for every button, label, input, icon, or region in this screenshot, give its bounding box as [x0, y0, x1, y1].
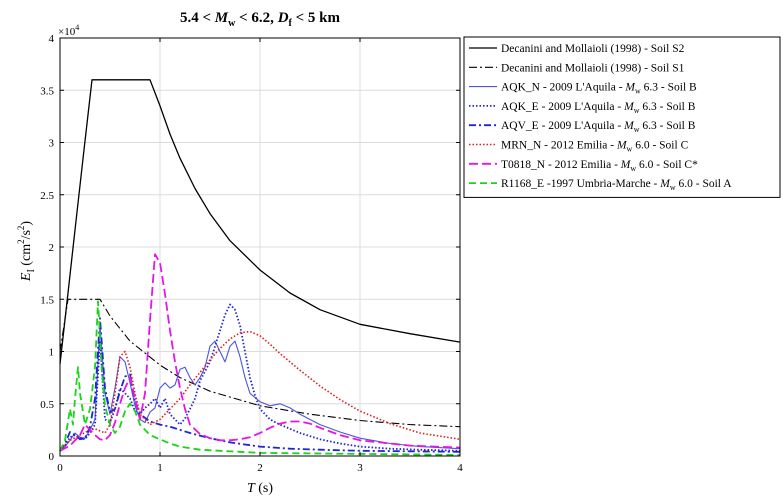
legend-label: Decanini and Mollaioli (1998) - Soil S2 [501, 43, 685, 55]
y-tick-label: 0.5 [40, 399, 54, 411]
legend-label: AQV_E - 2009 L'Aquila - Mw 6.3 - Soil B [501, 120, 696, 134]
legend: Decanini and Mollaioli (1998) - Soil S2 D… [463, 36, 781, 198]
y-tick-label: 3 [49, 138, 55, 150]
grid [60, 38, 460, 456]
y-tick-label: 2.5 [40, 190, 54, 202]
legend-label: MRN_N - 2012 Emilia - Mw 6.0 - Soil C [501, 140, 689, 154]
x-axis-label: T (s) [247, 481, 273, 496]
series-line-7 [59, 253, 461, 452]
x-tick-label: 0 [57, 462, 63, 474]
y-tick-label: 4 [49, 33, 55, 45]
ticks: 0 1 2 3 4 0 0.5 1 1.5 2 2.5 3 3.5 4 [40, 33, 463, 474]
legend-label: R1168_E -1997 Umbria-Marche - Mw 6.0 - S… [501, 178, 732, 192]
x-tick-label: 1 [157, 462, 163, 474]
legend-box [463, 36, 781, 198]
series-line-2 [59, 298, 461, 428]
legend-label: AQK_N - 2009 L'Aquila - Mw 6.3 - Soil B [501, 82, 697, 96]
series-line-1 [59, 79, 461, 365]
y-axis-exponent: ×104 [58, 23, 79, 38]
y-tick-label: 2 [49, 242, 55, 254]
legend-label: AQK_E - 2009 L'Aquila - Mw 6.3 - Soil B [501, 101, 696, 115]
x-tick-label: 3 [357, 462, 363, 474]
legend-label: T0818_N - 2012 Emilia - Mw 6.0 - Soil C* [501, 159, 698, 173]
series-line-6 [59, 330, 461, 451]
x-tick-label: 2 [257, 462, 263, 474]
legend-label: Decanini and Mollaioli (1998) - Soil S1 [501, 62, 685, 74]
y-tick-label: 3.5 [40, 85, 54, 97]
y-tick-label: 0 [49, 451, 55, 463]
y-axis-label: EI (cm2/s2) [16, 221, 37, 283]
y-tick-label: 1.5 [40, 294, 54, 306]
y-tick-label: 1 [49, 347, 55, 359]
x-tick-label: 4 [457, 462, 463, 474]
series-layer [59, 79, 461, 456]
series-line-8 [59, 300, 461, 456]
chart-title: 5.4 < Mw < 6.2, Df < 5 km [180, 10, 341, 29]
